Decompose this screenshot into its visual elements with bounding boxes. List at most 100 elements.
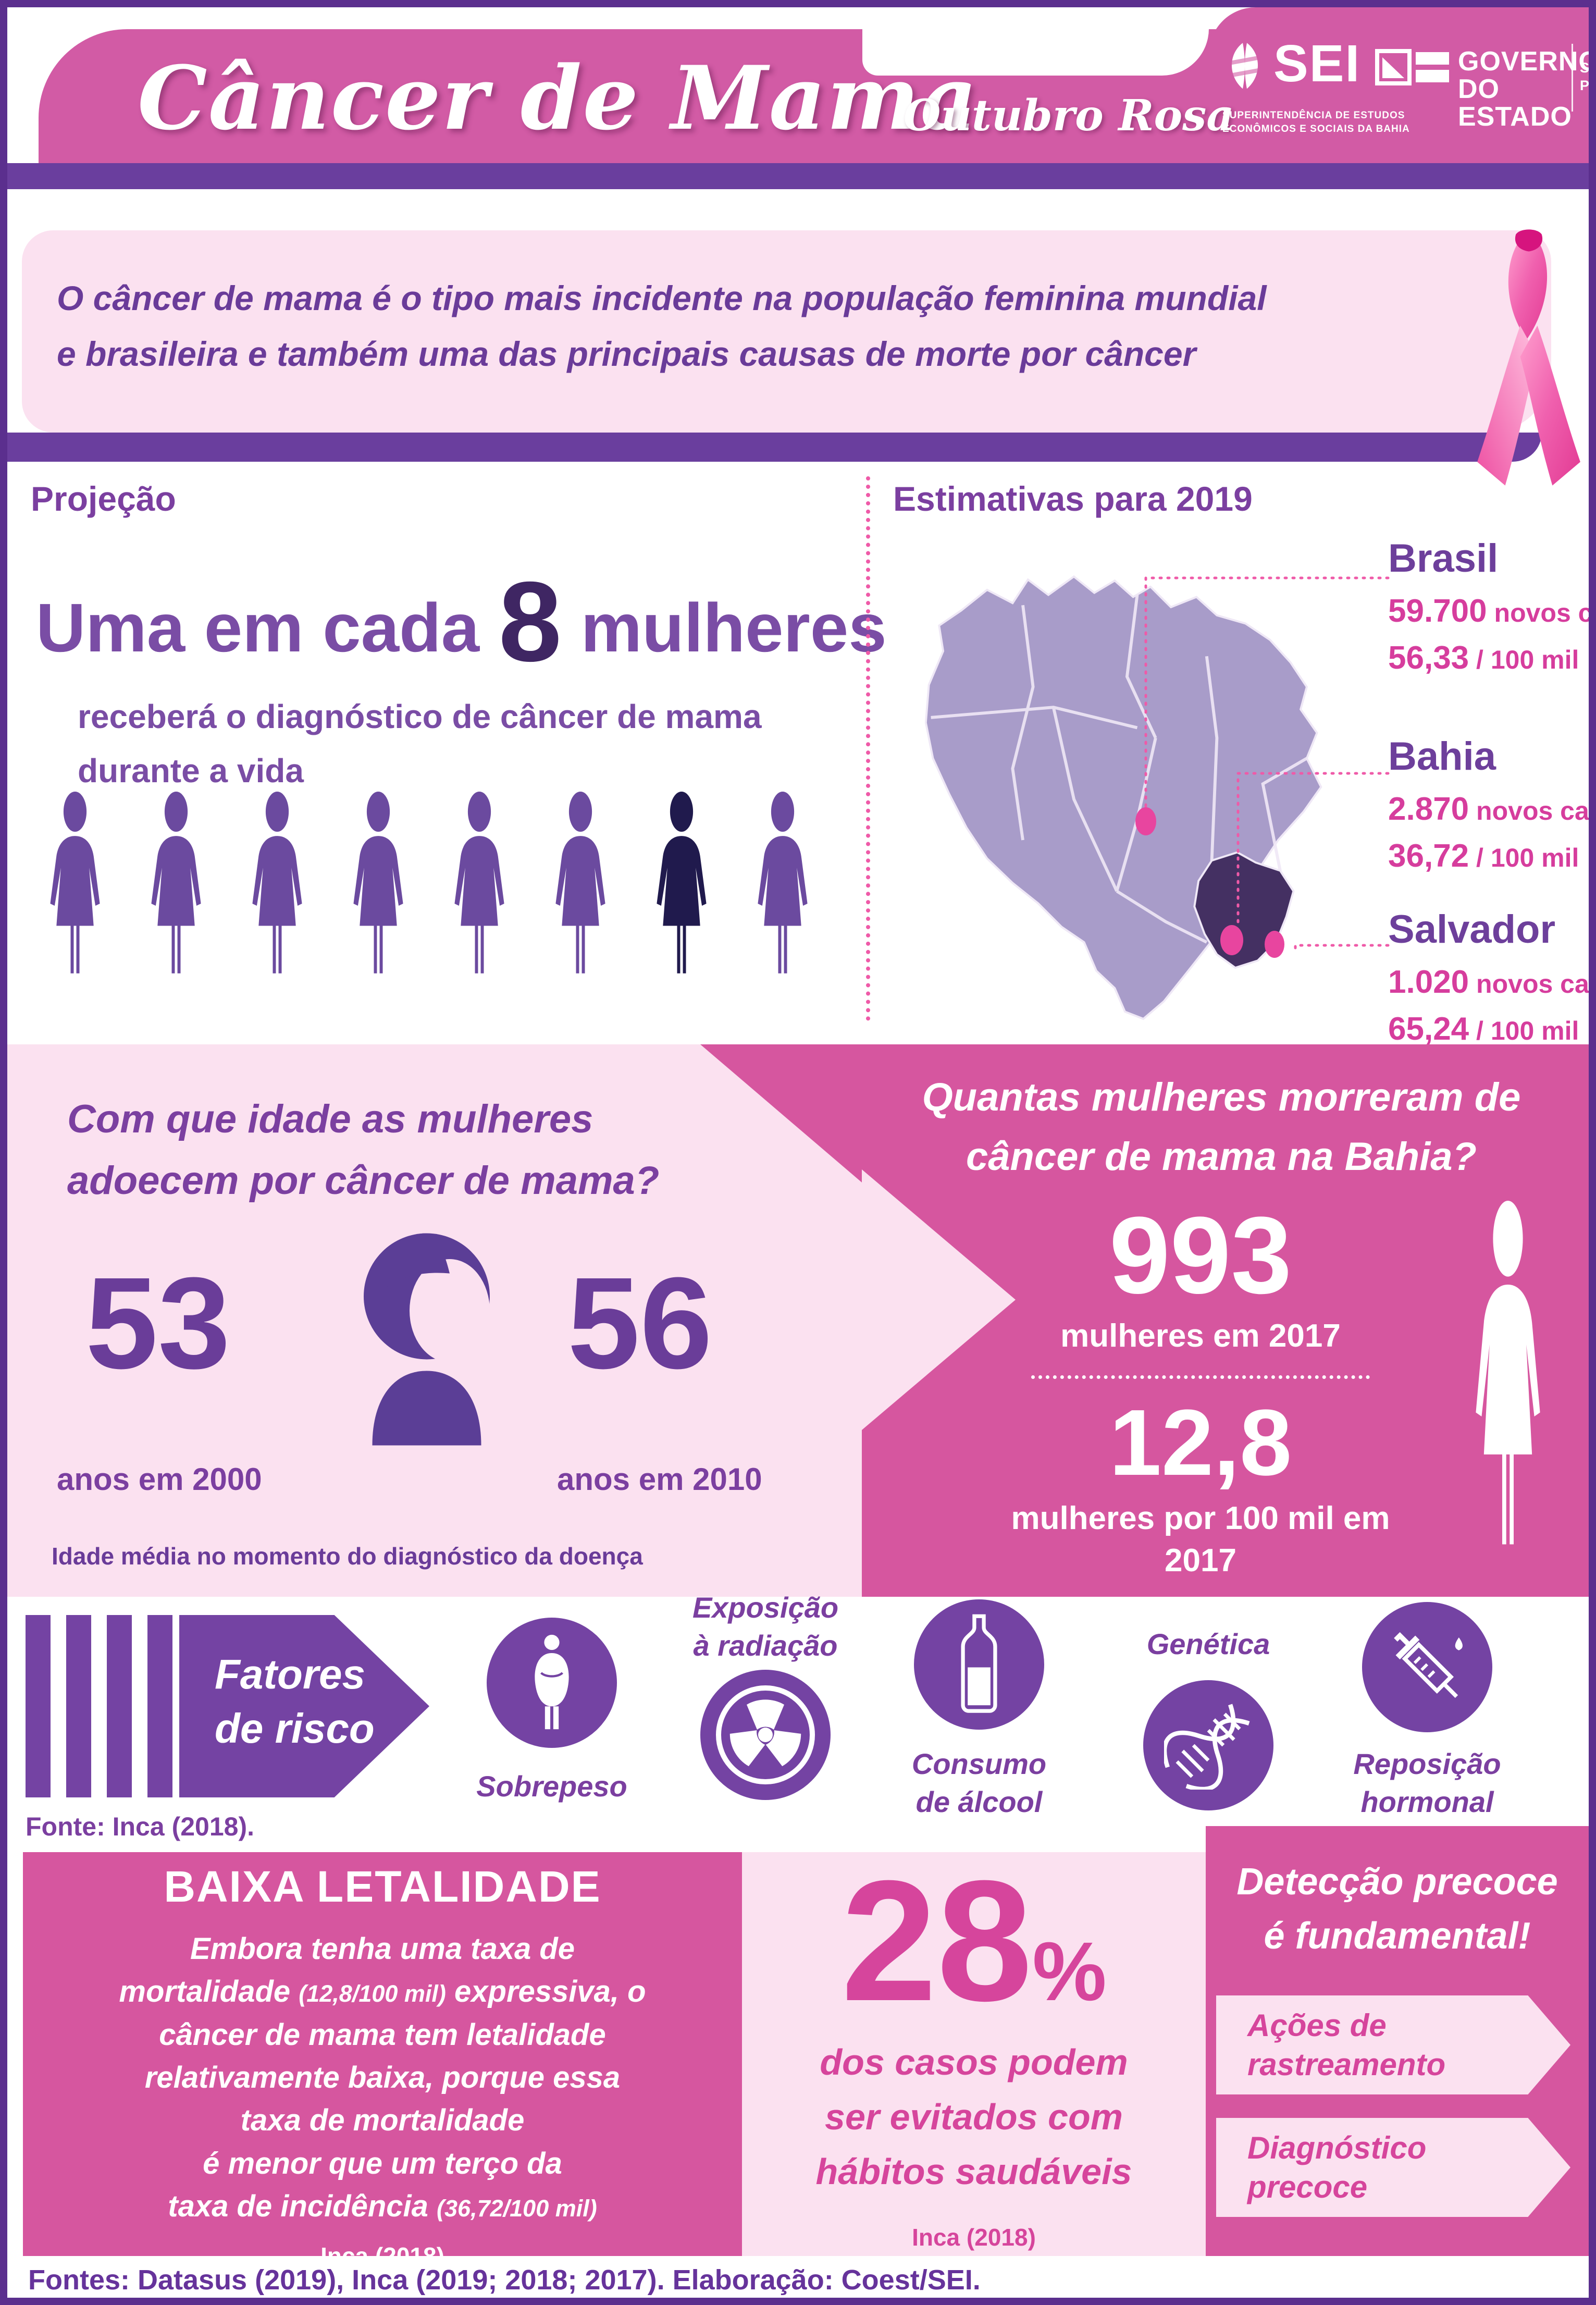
alcohol-icon [914,1599,1044,1730]
sei-logo: SEI SUPERINTENDÊNCIA DE ESTUDOS ECONÔMIC… [1221,36,1440,145]
deaths-rate-label-line2: 2017 [1165,1542,1236,1579]
intro-divider-band [7,433,1542,462]
woman-icon [738,792,827,982]
screening-banner: Ações de rastreamento [1216,1995,1570,2094]
woman-icon [31,792,119,982]
age-question: Com que idade as mulheres adoecem por câ… [67,1089,659,1212]
lethality-line: taxa de incidência (36,72/100 mil) [168,2189,597,2224]
prevention-source: Inca (2018) [912,2223,1036,2251]
diagnosis-banner: Diagnóstico precoce [1216,2118,1570,2217]
estimate-rate-value: 65,24 [1388,1010,1469,1047]
age-question-line1: Com que idade as mulheres [67,1097,593,1141]
governo-wordmark: GOVERNO DO ESTADO [1458,47,1589,132]
prevention-line2: ser evitados com [825,2096,1123,2137]
header-banner-tab [1209,7,1589,70]
intro-box [22,230,1551,433]
diagnosis-label: Diagnóstico precoce [1247,2130,1427,2204]
lethality-line: relativamente baixa, porque essa [144,2061,621,2095]
bottom-border-band [7,2298,1589,2305]
estimate-cases: 1.020 novos casos [1388,959,1589,1006]
footer-sources: Fontes: Datasus (2019), Inca (2019; 2018… [28,2264,981,2296]
age-2010-label: anos em 2010 [557,1462,762,1497]
estimate-cases-label: novos casos [1476,796,1589,825]
woman-icon-highlighted [637,792,726,982]
radiation-label: Exposição à radiação [656,1589,875,1665]
lethality-line: é menor que um terço da [203,2146,562,2180]
deaths-question-line1: Quantas mulheres morreram de [922,1075,1521,1119]
accent-bar [107,1615,132,1797]
age-question-line2: adoecem por câncer de mama? [67,1158,660,1203]
risk-label-line2: hormonal [1360,1785,1494,1818]
estimate-cases-value: 2.870 [1388,791,1469,827]
estimate-rate-label: / 100 mil [1469,645,1579,674]
deaths-question: Quantas mulheres morreram de câncer de m… [914,1068,1529,1187]
lethality-line: taxa de mortalidade [240,2103,525,2138]
risk-label-line1: Exposição [692,1591,839,1624]
pink-ribbon-icon [1464,224,1589,495]
dna-icon [1143,1680,1273,1810]
detection-box: Detecção precoce é fundamental! Ações de… [1206,1826,1589,2256]
syringe-icon [1362,1602,1492,1732]
woman-icon [233,792,321,982]
radiation-icon [700,1670,831,1800]
woman-icon [536,792,625,982]
sei-tagline-line2: ECONÔMICOS E SOCIAIS DA BAHIA [1222,123,1410,134]
accent-bar [66,1615,91,1797]
estimate-cases: 59.700 novos casos [1388,588,1593,635]
estimate-cases-label: novos casos [1476,969,1589,999]
column-divider [866,476,870,1021]
sei-wordmark: SEI [1273,34,1361,93]
accent-bar [26,1615,51,1797]
age-2010-value: 56 [567,1250,713,1396]
estimate-region: Brasil [1388,536,1499,581]
estimate-rate: 56,33 / 100 mil [1388,635,1589,682]
estimate-cases-label: novos casos [1494,598,1593,627]
projection-suffix: mulheres [580,589,887,666]
risk-label-line1: Reposição [1353,1747,1501,1780]
risk-heading-line1: Fatores [215,1651,365,1697]
age-footnote: Idade média no momento do diagnóstico da… [52,1543,643,1570]
woman-icon [435,792,524,982]
secretaria-line2: PLANEJAMENTO [1580,77,1590,93]
estimate-region: Bahia [1388,734,1496,779]
estimate-rate-value: 36,72 [1388,837,1469,874]
secretaria-line1: SECRETARIA DO [1580,60,1590,76]
detection-title: Detecção precoce é fundamental! [1206,1855,1589,1964]
lethality-line: câncer de mama tem letalidade [159,2017,606,2052]
lethality-line: Embora tenha uma taxa de [190,1932,575,1966]
sei-tagline-line1: SUPERINTENDÊNCIA DE ESTUDOS [1222,110,1405,121]
lethality-line: mortalidade (12,8/100 mil) expressiva, o [119,1975,646,2009]
lethality-title: BAIXA LETALIDADE [164,1862,601,1911]
header-banner-notch [862,7,1209,76]
risk-heading-line2: de risco [215,1705,375,1752]
prevention-percent: % [1032,1925,1107,2018]
prevention-line3: hábitos saudáveis [815,2151,1132,2192]
projection-prefix: Uma em cada [36,589,480,666]
estimate-region: Salvador [1388,907,1556,952]
deaths-rate-label: mulheres por 100 mil em 2017 [1003,1498,1399,1582]
woman-head-icon [341,1222,513,1448]
prevention-value: 28 [841,1844,1033,2037]
header-divider-band [7,163,1589,189]
brazil-map [924,575,1390,1020]
genetics-label: Genética [1099,1625,1318,1663]
white-woman-icon [1451,1201,1565,1563]
logo-divider [1572,44,1573,112]
projection-subline2: durante a vida [78,751,304,790]
estimates-heading: Estimativas para 2019 [893,479,1253,518]
connector-lines [1144,576,1390,953]
risk-label-line1: Genética [1146,1628,1270,1660]
deaths-question-line2: câncer de mama na Bahia? [966,1135,1477,1179]
secretaria-label: SECRETARIA DO PLANEJAMENTO [1580,59,1590,95]
governo-line2: DO ESTADO [1458,74,1572,132]
deaths-rate: 12,8 [1109,1390,1292,1495]
estimate-rate-value: 56,33 [1388,639,1469,676]
deaths-993-label: mulheres em 2017 [1060,1318,1341,1354]
estimate-rate-label: / 100 mil [1469,1016,1579,1045]
projection-heading: Projeção [31,479,176,518]
projection-subtext: receberá o diagnóstico de câncer de mama… [78,690,762,798]
estimate-cases: 2.870 novos casos [1388,786,1589,833]
risk-label-line2: à radiação [693,1629,838,1662]
risk-label-line1: Consumo [911,1747,1047,1780]
